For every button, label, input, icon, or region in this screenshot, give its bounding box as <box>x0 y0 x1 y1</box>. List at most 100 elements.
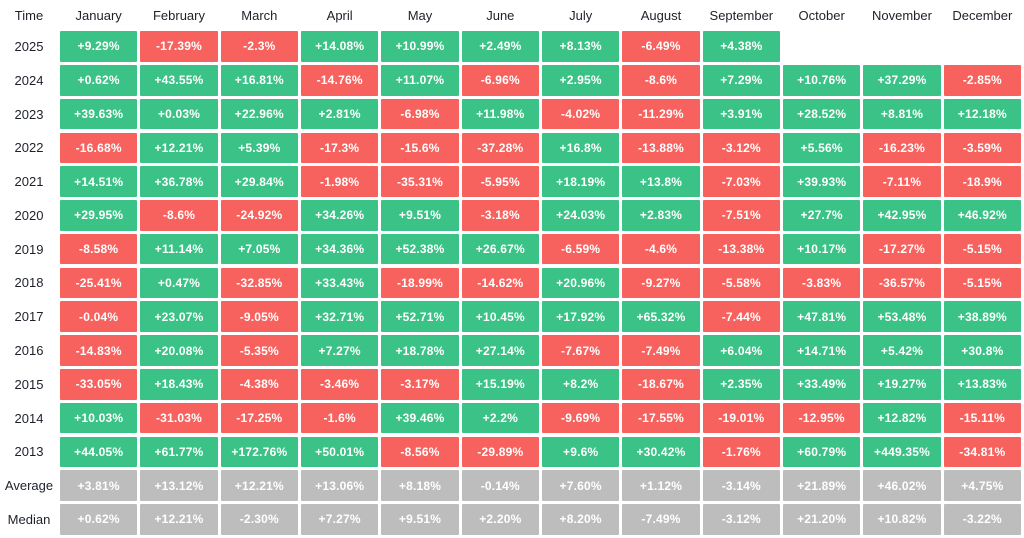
return-cell: +7.27% <box>301 335 379 366</box>
return-cell: -19.01% <box>702 402 780 434</box>
return-cell: +2.35% <box>702 369 780 400</box>
return-cell: +10.76% <box>783 64 861 96</box>
return-cell: +43.55% <box>140 64 218 96</box>
return-cell: +21.89% <box>783 470 861 501</box>
return-cell: -1.76% <box>702 436 780 468</box>
return-cell: -4.02% <box>542 98 620 130</box>
return-cell: +16.81% <box>220 64 298 96</box>
month-header-april: April <box>326 7 353 23</box>
return-cell: -6.96% <box>461 64 539 96</box>
empty-cell <box>944 31 1021 62</box>
return-cell: -16.23% <box>863 132 941 164</box>
return-cell: +9.6% <box>542 436 620 468</box>
return-cell: -9.05% <box>220 301 298 333</box>
return-cell: +8.18% <box>381 470 459 501</box>
return-cell: +2.2% <box>461 402 539 434</box>
return-cell: +47.81% <box>783 301 861 333</box>
return-cell: +32.71% <box>301 301 379 333</box>
return-cell: -5.35% <box>220 335 298 366</box>
return-cell: +8.2% <box>542 369 620 400</box>
month-header-october: October <box>798 7 845 23</box>
return-cell: +18.19% <box>542 166 620 197</box>
return-cell: -9.69% <box>542 402 620 434</box>
return-cell: -17.25% <box>220 402 298 434</box>
month-header-december: December <box>952 7 1013 23</box>
return-cell: -4.6% <box>622 233 700 265</box>
month-header-may: May <box>407 7 433 23</box>
return-cell: +10.45% <box>461 301 539 333</box>
return-cell: -32.85% <box>220 267 298 299</box>
return-cell: -3.14% <box>702 470 780 501</box>
return-cell: +2.20% <box>461 504 539 535</box>
return-cell: -7.67% <box>542 335 620 366</box>
return-cell: +0.47% <box>140 267 218 299</box>
return-cell: -7.49% <box>622 335 700 366</box>
return-cell: +39.63% <box>60 98 138 130</box>
time-column-header: Time <box>14 7 44 23</box>
return-cell: -17.27% <box>863 233 941 265</box>
return-cell: +4.75% <box>943 470 1021 501</box>
return-cell: -29.89% <box>461 436 539 468</box>
return-cell: +18.43% <box>140 369 218 400</box>
return-cell: +44.05% <box>60 436 138 468</box>
return-cell: +37.29% <box>863 64 941 96</box>
return-cell: -37.28% <box>461 132 539 164</box>
row-label-2015: 2015 <box>14 376 44 392</box>
return-cell: +52.38% <box>381 233 459 265</box>
row-label-2019: 2019 <box>14 241 44 257</box>
return-cell: -2.3% <box>220 31 298 62</box>
month-header-september: September <box>709 7 774 23</box>
return-cell: +172.76% <box>220 436 298 468</box>
return-cell: -31.03% <box>140 402 218 434</box>
return-cell: -3.22% <box>943 504 1021 535</box>
return-cell: -15.11% <box>943 402 1021 434</box>
return-cell: +65.32% <box>622 301 700 333</box>
return-cell: -6.59% <box>542 233 620 265</box>
return-cell: -18.99% <box>381 267 459 299</box>
return-cell: -4.38% <box>220 369 298 400</box>
return-cell: -17.3% <box>301 132 379 164</box>
row-label-2025: 2025 <box>14 38 44 54</box>
return-cell: +10.03% <box>60 402 138 434</box>
return-cell: +21.20% <box>783 504 861 535</box>
return-cell: +33.43% <box>301 267 379 299</box>
return-cell: +7.27% <box>301 504 379 535</box>
return-cell: +15.19% <box>461 369 539 400</box>
return-cell: -3.46% <box>301 369 379 400</box>
return-cell: -5.95% <box>461 166 539 197</box>
return-cell: +39.93% <box>783 166 861 197</box>
return-cell: +22.96% <box>220 98 298 130</box>
return-cell: +10.82% <box>863 504 941 535</box>
return-cell: +7.05% <box>220 233 298 265</box>
return-cell: +2.49% <box>461 31 539 62</box>
return-cell: +3.81% <box>60 470 138 501</box>
return-cell: +52.71% <box>381 301 459 333</box>
return-cell: -7.44% <box>702 301 780 333</box>
return-cell: +53.48% <box>863 301 941 333</box>
return-cell: +13.12% <box>140 470 218 501</box>
return-cell: -3.12% <box>702 504 780 535</box>
return-cell: +24.03% <box>542 200 620 231</box>
return-cell: +0.62% <box>60 504 138 535</box>
return-cell: -7.51% <box>702 200 780 231</box>
return-cell: -9.27% <box>622 267 700 299</box>
return-cell: +18.78% <box>381 335 459 366</box>
return-cell: -0.04% <box>60 301 138 333</box>
return-cell: +2.83% <box>622 200 700 231</box>
return-cell: -18.9% <box>943 166 1021 197</box>
return-cell: +9.29% <box>60 31 138 62</box>
return-cell: +38.89% <box>943 301 1021 333</box>
return-cell: -25.41% <box>60 267 138 299</box>
month-header-june: June <box>486 7 515 23</box>
return-cell: -35.31% <box>381 166 459 197</box>
return-cell: +17.92% <box>542 301 620 333</box>
month-header-november: November <box>872 7 932 23</box>
return-cell: +46.92% <box>943 200 1021 231</box>
return-cell: -7.03% <box>702 166 780 197</box>
month-header-january: January <box>75 7 122 23</box>
return-cell: +19.27% <box>863 369 941 400</box>
return-cell: -17.39% <box>140 31 218 62</box>
return-cell: +33.49% <box>783 369 861 400</box>
return-cell: -12.95% <box>783 402 861 434</box>
row-label-2014: 2014 <box>14 410 44 426</box>
